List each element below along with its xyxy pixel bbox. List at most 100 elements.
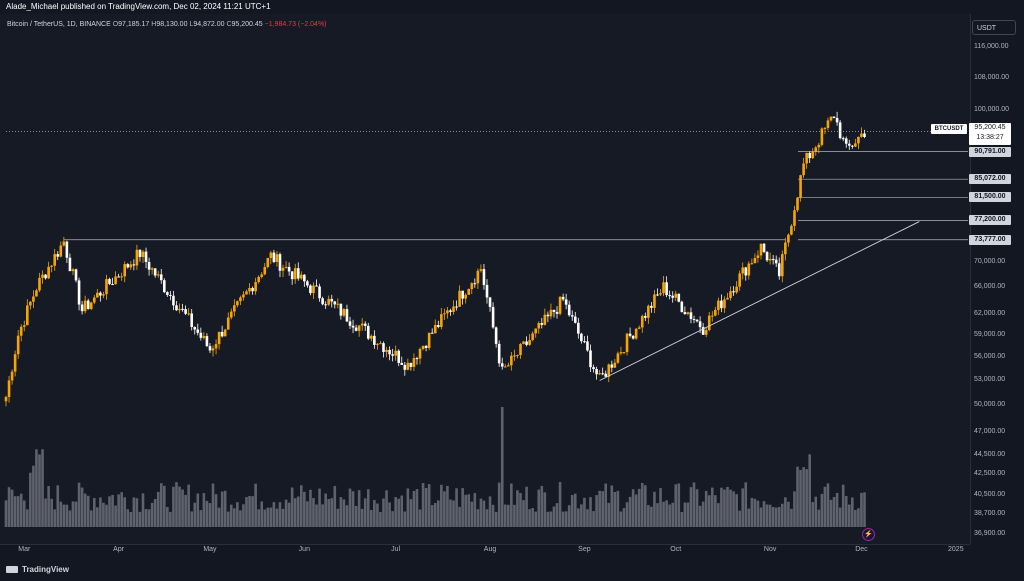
candle-body: [318, 286, 321, 299]
candle-body: [811, 151, 815, 159]
volume-bar: [537, 489, 541, 527]
volume-bar: [449, 499, 452, 527]
volume-bar: [272, 502, 276, 527]
candle-body: [385, 349, 388, 352]
volume-bar: [436, 500, 440, 527]
volume-bar: [47, 486, 50, 527]
open-value: 97,185.17: [118, 21, 150, 28]
candle-body: [303, 274, 306, 282]
volume-bar: [677, 483, 681, 527]
volume-bar: [166, 506, 169, 527]
volume-bar: [647, 505, 650, 527]
candle-body: [41, 274, 44, 278]
candle-body: [784, 242, 787, 255]
candle-body: [153, 268, 157, 276]
volume-bar: [13, 496, 17, 527]
volume-bar: [799, 469, 802, 527]
candle-body: [245, 291, 248, 295]
candle-body: [360, 323, 364, 326]
candle-body: [321, 298, 324, 305]
candle-body: [485, 284, 489, 298]
candle-body: [397, 350, 401, 363]
volume-bar: [41, 449, 44, 527]
price-tick-label: 116,000.00: [974, 43, 1009, 51]
candle-body: [430, 332, 434, 334]
candle-body: [80, 304, 84, 312]
candle-body: [22, 325, 26, 327]
volume-bar: [464, 494, 467, 527]
candle-body: [68, 257, 72, 272]
candle-body: [513, 355, 516, 357]
price-axis[interactable]: [970, 14, 1024, 544]
lightning-icon[interactable]: ⚡: [862, 528, 875, 541]
candle-body: [354, 327, 358, 331]
volume-bar: [102, 502, 105, 527]
candle-body: [793, 210, 796, 226]
candle-body: [217, 331, 221, 345]
volume-bar: [592, 511, 595, 527]
candle-body: [56, 254, 60, 257]
volume-bar: [217, 507, 221, 527]
volume-bar: [619, 511, 623, 527]
volume-bar: [823, 486, 827, 527]
volume-bar: [181, 489, 184, 527]
volume-bar: [427, 484, 431, 527]
volume-bar: [403, 511, 407, 527]
volume-bar: [129, 511, 133, 527]
volume-bar: [38, 454, 41, 527]
volume-bar: [65, 504, 69, 527]
candle-body: [665, 282, 668, 296]
candle-body: [296, 268, 300, 279]
volume-bar: [452, 500, 455, 527]
candle-body: [823, 127, 827, 129]
level-price-label: 81,500.00: [969, 192, 1011, 203]
candle-body: [205, 336, 209, 347]
volume-bar: [519, 492, 522, 527]
volume-bar: [50, 498, 53, 527]
candle-body: [625, 333, 629, 353]
candle-body: [714, 309, 717, 316]
volume-bar: [324, 493, 327, 527]
time-axis-label: Dec: [855, 546, 868, 553]
volume-bar: [491, 504, 495, 527]
candle-body: [577, 322, 580, 334]
candle-body: [147, 261, 151, 270]
candle-body: [491, 306, 495, 328]
volume-bar: [26, 509, 29, 527]
currency-button[interactable]: USDT: [972, 20, 1016, 35]
volume-bar: [567, 505, 571, 527]
volume-bar: [363, 498, 367, 527]
time-axis[interactable]: [0, 544, 970, 559]
candle-body: [695, 319, 699, 322]
candle-body: [38, 277, 41, 291]
volume-bar: [628, 496, 632, 527]
candle-body: [132, 264, 136, 266]
volume-bar: [601, 491, 604, 527]
volume-bar: [835, 493, 839, 527]
candle-body: [650, 305, 653, 308]
volume-bar: [832, 496, 836, 527]
volume-bar: [555, 503, 559, 527]
candle-body: [494, 327, 498, 344]
volume-bar: [744, 482, 748, 527]
volume-bar: [96, 507, 99, 527]
candle-body: [169, 294, 172, 296]
volume-bar: [692, 482, 696, 527]
candle-body: [251, 287, 254, 292]
time-axis-label: Sep: [578, 546, 591, 553]
level-price-label: 90,791.00: [969, 146, 1011, 157]
candle-body: [278, 254, 282, 271]
volume-bar: [458, 506, 461, 527]
tradingview-logo[interactable]: TradingView: [6, 565, 69, 574]
volume-bar: [89, 510, 93, 527]
volume-bar: [379, 511, 382, 527]
symbol-price-tag: BTCUSDT: [931, 124, 967, 134]
symbol-name[interactable]: Bitcoin / TetherUS, 1D, BINANCE: [7, 21, 111, 28]
candle-body: [144, 251, 148, 262]
volume-bar: [473, 493, 477, 527]
volume-bar: [370, 509, 373, 527]
volume-bar: [814, 496, 818, 527]
candle-body: [546, 314, 550, 317]
candle-body: [555, 311, 559, 314]
candle-body: [479, 269, 483, 271]
